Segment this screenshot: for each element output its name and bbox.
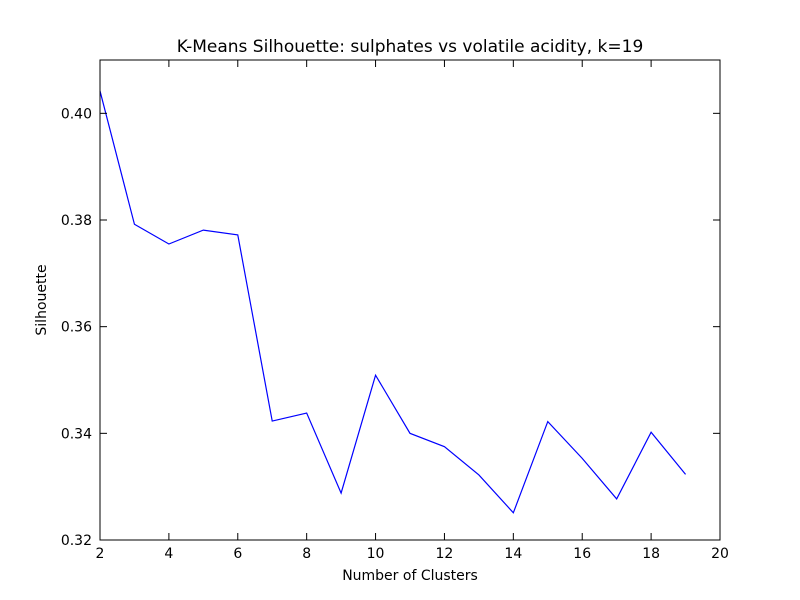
x-tick-label: 20	[711, 546, 729, 562]
x-tick-label: 18	[642, 546, 660, 562]
x-axis-label: Number of Clusters	[342, 568, 478, 584]
chart-title: K-Means Silhouette: sulphates vs volatil…	[177, 37, 644, 57]
silhouette-series-line	[99, 90, 687, 514]
x-tick-label: 4	[164, 546, 173, 562]
y-tick-label: 0.38	[61, 213, 92, 229]
plot-layer	[99, 90, 687, 514]
x-tick-label: 8	[302, 546, 311, 562]
ticks-layer: 2 4 6 8 10 12 14 16 18 20 0.32 0.34 0.36 0.38 0.40	[61, 60, 729, 562]
plot-frame	[99, 59, 721, 541]
y-axis-label: Silhouette	[34, 264, 50, 335]
y-tick-label: 0.34	[61, 426, 92, 442]
x-tick-label: 12	[436, 546, 454, 562]
y-tick-label: 0.40	[61, 106, 92, 122]
y-tick-label: 0.36	[61, 320, 92, 336]
x-tick-label: 16	[573, 546, 591, 562]
x-tick-label: 6	[233, 546, 242, 562]
x-tick-label: 14	[504, 546, 522, 562]
x-tick-label: 2	[96, 546, 105, 562]
x-tick-label: 10	[367, 546, 385, 562]
y-tick-label: 0.32	[61, 533, 92, 549]
